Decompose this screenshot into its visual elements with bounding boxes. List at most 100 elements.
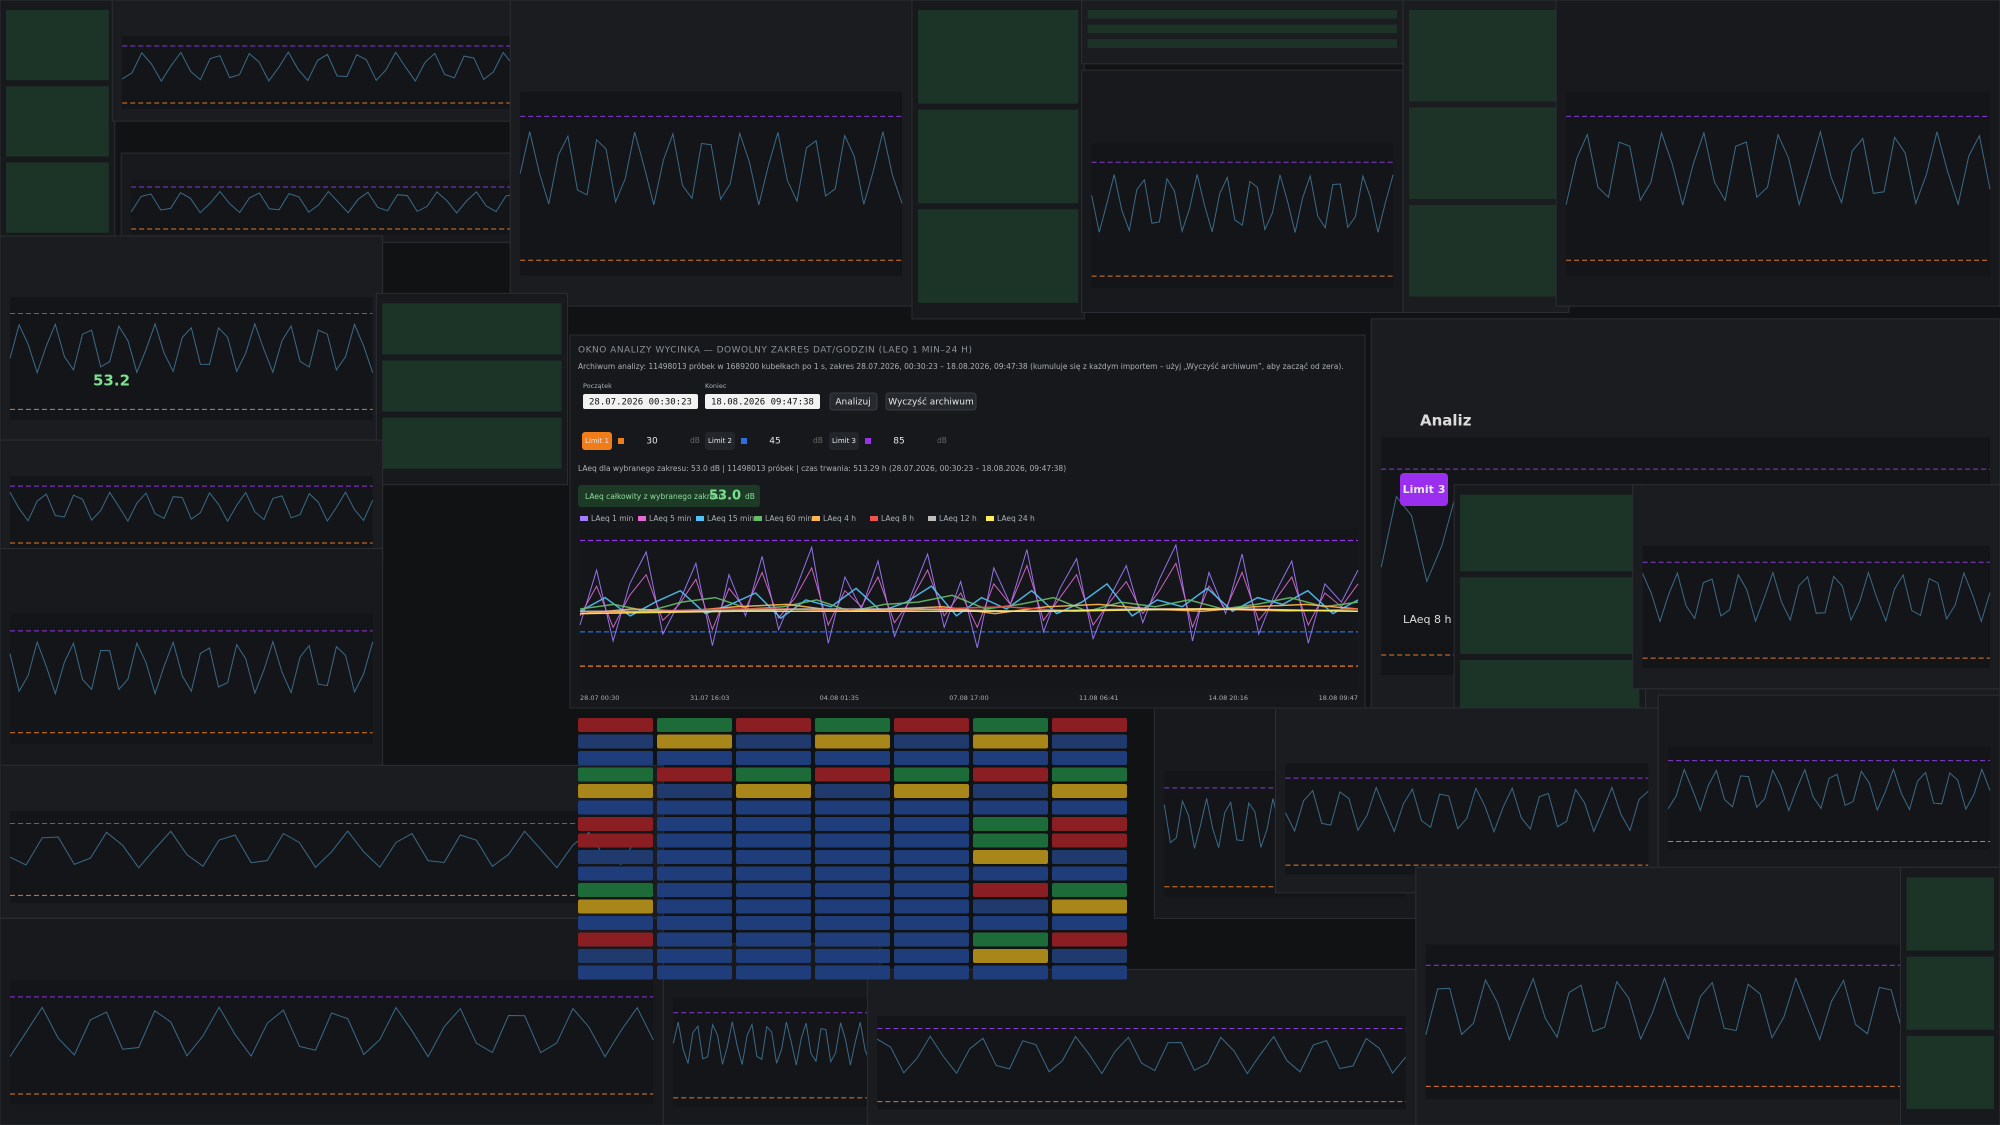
tile[interactable] xyxy=(815,899,890,914)
tile[interactable] xyxy=(894,916,969,930)
tile[interactable] xyxy=(657,866,732,881)
legend-label[interactable]: LAeq 12 h xyxy=(939,514,977,523)
tile[interactable] xyxy=(894,965,969,980)
tile[interactable] xyxy=(815,718,890,732)
limit-button[interactable] xyxy=(829,432,859,450)
tile[interactable] xyxy=(657,899,732,914)
tile[interactable] xyxy=(894,800,969,815)
tile[interactable] xyxy=(815,767,890,782)
tile[interactable] xyxy=(657,734,732,749)
tile[interactable] xyxy=(815,916,890,930)
tile[interactable] xyxy=(1052,784,1127,798)
tile[interactable] xyxy=(973,784,1048,798)
tile[interactable] xyxy=(578,932,653,947)
tile[interactable] xyxy=(973,949,1048,963)
tile[interactable] xyxy=(736,899,811,914)
tile[interactable] xyxy=(578,866,653,881)
tile[interactable] xyxy=(1052,718,1127,732)
tile[interactable] xyxy=(657,965,732,980)
limit-button[interactable] xyxy=(582,432,612,450)
tile[interactable] xyxy=(736,784,811,798)
tile[interactable] xyxy=(578,751,653,765)
tile[interactable] xyxy=(578,800,653,815)
tile[interactable] xyxy=(815,932,890,947)
tile[interactable] xyxy=(973,718,1048,732)
tile[interactable] xyxy=(1052,833,1127,848)
tile[interactable] xyxy=(1052,949,1127,963)
legend-label[interactable]: LAeq 4 h xyxy=(823,514,856,523)
tile[interactable] xyxy=(736,734,811,749)
tile[interactable] xyxy=(1052,899,1127,914)
tile[interactable] xyxy=(894,734,969,749)
tile[interactable] xyxy=(973,899,1048,914)
legend-label[interactable]: LAeq 60 min xyxy=(765,514,812,523)
tile[interactable] xyxy=(1052,751,1127,765)
tile[interactable] xyxy=(736,751,811,765)
tile[interactable] xyxy=(973,866,1048,881)
tile[interactable] xyxy=(973,965,1048,980)
tile[interactable] xyxy=(973,800,1048,815)
tile[interactable] xyxy=(815,965,890,980)
tile[interactable] xyxy=(578,833,653,848)
tile[interactable] xyxy=(973,932,1048,947)
tile[interactable] xyxy=(736,718,811,732)
tile[interactable] xyxy=(815,850,890,864)
legend-label[interactable]: LAeq 8 h xyxy=(881,514,914,523)
tile[interactable] xyxy=(1052,932,1127,947)
tile[interactable] xyxy=(894,949,969,963)
tile[interactable] xyxy=(578,784,653,798)
tile[interactable] xyxy=(894,767,969,782)
tile[interactable] xyxy=(894,718,969,732)
tile[interactable] xyxy=(815,734,890,749)
tile[interactable] xyxy=(736,932,811,947)
tile[interactable] xyxy=(1052,767,1127,782)
tile[interactable] xyxy=(973,734,1048,749)
tile[interactable] xyxy=(578,965,653,980)
tile[interactable] xyxy=(1052,883,1127,897)
tile[interactable] xyxy=(657,817,732,831)
tile[interactable] xyxy=(657,767,732,782)
tile[interactable] xyxy=(578,817,653,831)
tile[interactable] xyxy=(894,817,969,831)
tile[interactable] xyxy=(815,784,890,798)
tile[interactable] xyxy=(894,883,969,897)
tile[interactable] xyxy=(815,751,890,765)
tile[interactable] xyxy=(657,751,732,765)
tile[interactable] xyxy=(736,833,811,848)
legend-label[interactable]: LAeq 15 min xyxy=(707,514,754,523)
tile[interactable] xyxy=(736,866,811,881)
tile[interactable] xyxy=(973,833,1048,848)
tile[interactable] xyxy=(736,817,811,831)
tile[interactable] xyxy=(657,833,732,848)
tile[interactable] xyxy=(815,833,890,848)
end-input[interactable] xyxy=(705,394,820,409)
tile[interactable] xyxy=(657,916,732,930)
legend-label[interactable]: LAeq 1 min xyxy=(591,514,634,523)
tile[interactable] xyxy=(736,916,811,930)
tile[interactable] xyxy=(1052,965,1127,980)
tile[interactable] xyxy=(657,850,732,864)
tile[interactable] xyxy=(578,767,653,782)
tile[interactable] xyxy=(973,817,1048,831)
tile[interactable] xyxy=(736,965,811,980)
tile[interactable] xyxy=(973,883,1048,897)
tile[interactable] xyxy=(1052,817,1127,831)
tile[interactable] xyxy=(894,784,969,798)
limit-button[interactable] xyxy=(705,432,735,450)
tile[interactable] xyxy=(815,949,890,963)
tile[interactable] xyxy=(815,800,890,815)
tile[interactable] xyxy=(578,899,653,914)
tile[interactable] xyxy=(1052,850,1127,864)
tile[interactable] xyxy=(1052,800,1127,815)
tile[interactable] xyxy=(578,850,653,864)
tile[interactable] xyxy=(736,850,811,864)
tile[interactable] xyxy=(894,866,969,881)
legend-label[interactable]: LAeq 5 min xyxy=(649,514,692,523)
tile[interactable] xyxy=(894,899,969,914)
tile[interactable] xyxy=(578,718,653,732)
tile[interactable] xyxy=(973,751,1048,765)
tile[interactable] xyxy=(578,916,653,930)
tile[interactable] xyxy=(657,949,732,963)
tile[interactable] xyxy=(894,850,969,864)
tile[interactable] xyxy=(815,866,890,881)
